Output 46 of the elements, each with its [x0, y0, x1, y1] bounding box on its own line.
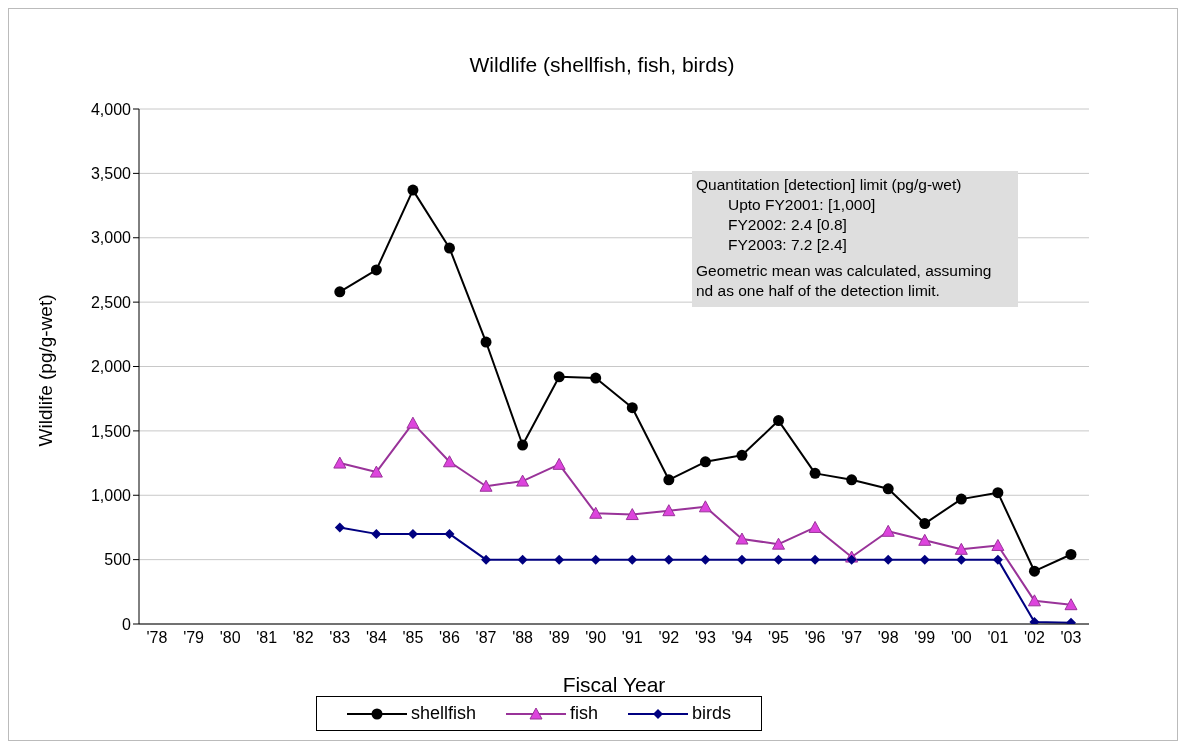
x-tick-label: '96 — [804, 629, 826, 647]
annotation: FY2002: 2.4 [0.8] — [727, 215, 848, 235]
legend-label: shellfish — [409, 703, 476, 724]
y-tick-label: 1,500 — [90, 422, 132, 440]
x-tick-label: '02 — [1024, 629, 1045, 647]
x-tick-label: '03 — [1060, 629, 1082, 647]
x-tick-label: '86 — [439, 629, 460, 647]
legend-label: birds — [691, 703, 732, 724]
x-tick-label: '88 — [512, 629, 534, 647]
x-tick-label: '91 — [621, 629, 643, 647]
x-tick-label: '83 — [329, 629, 351, 647]
x-tick-label: '89 — [548, 629, 570, 647]
x-tick-label: '94 — [731, 629, 753, 647]
x-tick-label: '00 — [950, 629, 972, 647]
x-tick-label: '82 — [292, 629, 314, 647]
annotation: Quantitation [detection] limit (pg/g-wet) — [696, 175, 963, 195]
x-tick-label: '79 — [183, 629, 205, 647]
x-tick-label: '01 — [987, 629, 1009, 647]
y-tick-label: 2,000 — [90, 358, 132, 376]
chart-title: Wildlife (shellfish, fish, birds) — [468, 53, 736, 77]
y-tick-label: 3,500 — [90, 165, 132, 183]
x-tick-label: '80 — [219, 629, 241, 647]
x-tick-label: '98 — [877, 629, 899, 647]
y-tick-label: 3,000 — [90, 229, 132, 247]
annotation: Geometric mean was calculated, assuming nd as one half of the detection limit. — [696, 261, 993, 301]
y-tick-label: 500 — [104, 551, 132, 569]
y-tick-label: 4,000 — [90, 100, 132, 118]
x-tick-label: '99 — [914, 629, 936, 647]
x-tick-label: '78 — [146, 629, 168, 647]
x-tick-label: '92 — [658, 629, 680, 647]
x-tick-label: '97 — [841, 629, 863, 647]
x-tick-label: '84 — [365, 629, 387, 647]
x-axis-title: Fiscal Year — [562, 673, 666, 696]
y-axis-title: Wildlife (pg/g-wet) — [34, 294, 56, 447]
y-tick-label: 1,000 — [90, 486, 132, 504]
x-tick-label: '81 — [256, 629, 278, 647]
legend-label: fish — [569, 703, 599, 724]
y-tick-label: 2,500 — [90, 293, 132, 311]
y-tick-label: 0 — [122, 615, 132, 633]
x-tick-label: '93 — [694, 629, 716, 647]
annotation: FY2003: 7.2 [2.4] — [727, 235, 848, 255]
x-tick-label: '87 — [475, 629, 497, 647]
x-tick-label: '90 — [585, 629, 607, 647]
x-tick-label: '95 — [768, 629, 790, 647]
annotation: Upto FY2001: [1,000] — [727, 195, 877, 215]
x-tick-label: '85 — [402, 629, 424, 647]
